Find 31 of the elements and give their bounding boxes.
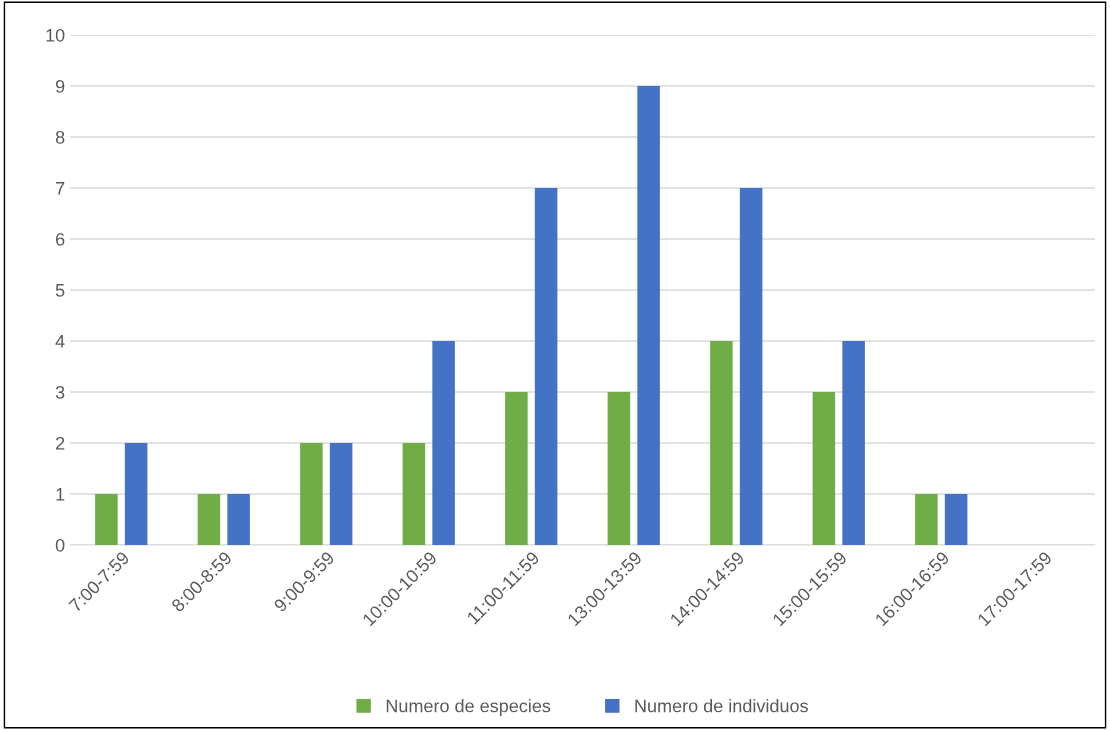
y-tick-label: 9: [55, 79, 65, 93]
bar: [402, 443, 426, 545]
legend-label: Numero de individuos: [635, 699, 808, 713]
y-tick-label: 3: [55, 385, 65, 399]
bar: [607, 392, 631, 545]
y-tick-label: 1: [56, 488, 65, 501]
y-tick-label: 4: [55, 335, 65, 348]
y-tick-label: 2: [56, 436, 65, 450]
bar: [842, 341, 865, 545]
bar: [329, 443, 353, 545]
y-tick-label: 10: [46, 28, 65, 42]
bar: [812, 392, 836, 545]
y-tick-label: 5: [55, 284, 65, 297]
legend-label: Numero de especies: [386, 699, 551, 716]
bar: [197, 494, 221, 545]
y-tick-label: 7: [56, 182, 65, 195]
y-tick-label: 6: [56, 232, 65, 246]
bar: [227, 494, 250, 545]
bar: [944, 494, 968, 545]
bar: [534, 188, 558, 545]
bar: [300, 443, 323, 545]
bar: [432, 341, 455, 545]
bar: [637, 86, 660, 545]
bar: [915, 494, 938, 545]
bar: [505, 392, 528, 545]
bar: [95, 494, 118, 545]
bar: [124, 443, 148, 545]
bar: [710, 341, 733, 545]
bar: [739, 188, 763, 545]
y-tick-label: 8: [55, 130, 65, 144]
y-tick-label: 0: [55, 538, 65, 552]
